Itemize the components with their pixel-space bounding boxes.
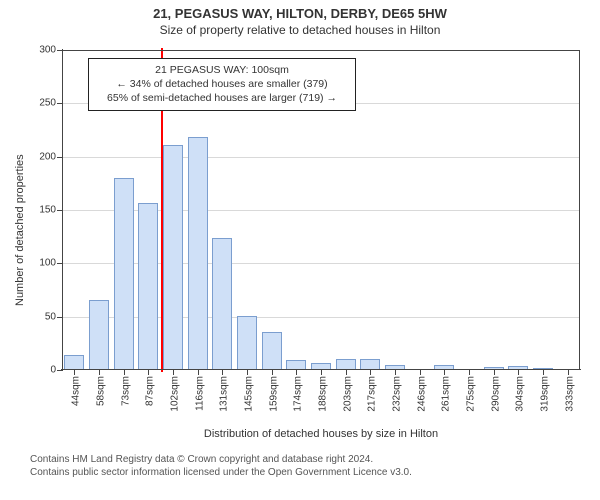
x-tick-label: 116sqm — [190, 370, 205, 411]
x-tick-label: 159sqm — [264, 370, 279, 412]
bar-slot: 246sqm — [407, 50, 432, 370]
x-tick-label: 333sqm — [560, 370, 575, 412]
x-tick-label: 44sqm — [67, 370, 82, 406]
x-tick-label: 203sqm — [338, 370, 353, 412]
title-sub: Size of property relative to detached ho… — [0, 21, 600, 37]
bar-slot: 232sqm — [383, 50, 408, 370]
x-tick-label: 58sqm — [91, 370, 106, 406]
x-tick-label: 73sqm — [116, 370, 131, 406]
histogram-bar — [163, 145, 183, 370]
x-axis-label: Distribution of detached houses by size … — [62, 428, 580, 440]
histogram-bar — [114, 178, 134, 370]
bar-slot: 290sqm — [481, 50, 506, 370]
x-tick-label: 217sqm — [363, 370, 378, 412]
histogram-bar — [360, 359, 380, 370]
bar-slot: 261sqm — [432, 50, 457, 370]
histogram-bar — [262, 332, 282, 370]
figure-container: 21, PEGASUS WAY, HILTON, DERBY, DE65 5HW… — [0, 0, 600, 500]
x-tick-label: 102sqm — [165, 370, 180, 412]
footer: Contains HM Land Registry data © Crown c… — [30, 454, 412, 479]
footer-line-2: Contains public sector information licen… — [30, 467, 412, 480]
histogram-bar — [188, 137, 208, 370]
footer-line-1: Contains HM Land Registry data © Crown c… — [30, 454, 412, 467]
y-tick-label: 200 — [39, 151, 62, 162]
bar-slot: 319sqm — [531, 50, 556, 370]
y-tick-label: 250 — [39, 98, 62, 109]
annotation-box: 21 PEGASUS WAY: 100sqm← 34% of detached … — [88, 58, 356, 111]
histogram-bar — [311, 363, 331, 370]
histogram-bar — [64, 355, 84, 370]
histogram-bar — [89, 300, 109, 370]
title-main: 21, PEGASUS WAY, HILTON, DERBY, DE65 5HW — [0, 0, 600, 21]
y-tick-label: 300 — [39, 45, 62, 56]
x-tick-label: 304sqm — [511, 370, 526, 412]
histogram-bar — [286, 360, 306, 370]
x-tick-label: 188sqm — [313, 370, 328, 412]
plot-area: 05010015020025030044sqm58sqm73sqm87sqm10… — [62, 50, 580, 370]
bar-slot: 44sqm — [62, 50, 87, 370]
x-tick-label: 290sqm — [486, 370, 501, 412]
histogram-bar — [138, 203, 158, 370]
y-tick-label: 150 — [39, 205, 62, 216]
x-tick-label: 246sqm — [412, 370, 427, 412]
histogram-bar — [237, 316, 257, 370]
y-tick-label: 0 — [50, 365, 62, 376]
bar-slot: 333sqm — [555, 50, 580, 370]
x-tick-label: 275sqm — [461, 370, 476, 412]
x-tick-label: 261sqm — [437, 370, 452, 412]
bar-slot: 217sqm — [358, 50, 383, 370]
x-tick-label: 145sqm — [239, 370, 254, 412]
y-axis-label: Number of detached properties — [14, 154, 26, 306]
y-tick-label: 50 — [45, 311, 62, 322]
histogram-bar — [336, 359, 356, 370]
histogram-bar — [212, 238, 232, 370]
x-tick-label: 232sqm — [387, 370, 402, 412]
annotation-line-3: 65% of semi-detached houses are larger (… — [97, 91, 347, 105]
y-tick-label: 100 — [39, 258, 62, 269]
bar-slot: 304sqm — [506, 50, 531, 370]
annotation-line-2: ← 34% of detached houses are smaller (37… — [97, 77, 347, 91]
x-tick-label: 131sqm — [215, 370, 230, 412]
x-tick-label: 87sqm — [141, 370, 156, 406]
x-tick-label: 174sqm — [289, 370, 304, 412]
x-tick-label: 319sqm — [535, 370, 550, 412]
bar-slot: 275sqm — [457, 50, 482, 370]
annotation-line-1: 21 PEGASUS WAY: 100sqm — [97, 63, 347, 77]
